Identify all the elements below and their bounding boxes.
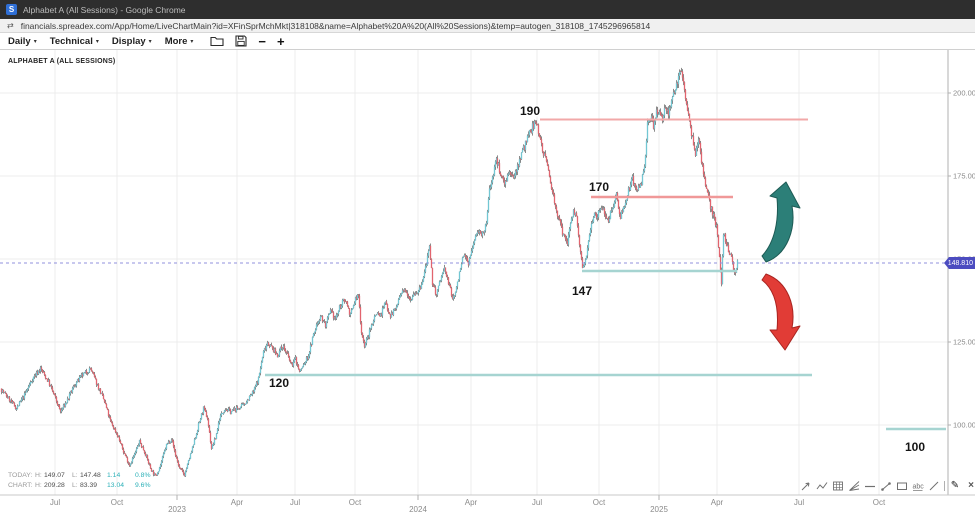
- x-axis-month-label: Apr: [231, 498, 244, 507]
- chart-stats: TODAY: H: 149.07 L: 147.48 1.14 0.8% CHA…: [8, 471, 151, 491]
- chart-change-pct: 9.6%: [135, 482, 151, 489]
- tool-pointer[interactable]: [800, 480, 812, 492]
- x-axis-month-label: Jul: [532, 498, 542, 507]
- level-label-halo: 100: [905, 440, 925, 454]
- zoom-out-button[interactable]: −: [258, 33, 266, 49]
- menu-daily[interactable]: Daily ▾: [8, 35, 37, 47]
- x-axis-month-label: Oct: [873, 498, 886, 507]
- trend-line-icon: [881, 482, 891, 491]
- x-axis-month-label: Jul: [794, 498, 804, 507]
- instrument-label: ALPHABET A (ALL SESSIONS): [8, 58, 116, 65]
- grid-icon: [833, 481, 843, 491]
- menu-display[interactable]: Display ▾: [111, 35, 152, 47]
- level-label-190: 190: [520, 104, 540, 118]
- level-label-halo: 147: [572, 284, 592, 298]
- chevron-down-icon: ▾: [148, 38, 152, 45]
- pointer-arrow-icon: [801, 482, 810, 491]
- polyline-icon: [816, 482, 828, 490]
- x-axis-month-label: Apr: [711, 498, 724, 507]
- today-change: 1.14: [107, 472, 121, 479]
- chart-change: 13.04: [107, 482, 125, 489]
- last-price-badge: 148.810: [944, 257, 975, 269]
- rectangle-icon: [897, 482, 907, 490]
- chevron-down-icon: ▾: [95, 38, 99, 45]
- app-mode-icon: ⇄: [7, 20, 14, 30]
- window-title: Alphabet A (All Sessions) - Google Chrom…: [23, 4, 186, 15]
- level-label-halo: 170: [589, 180, 609, 194]
- bounce-up-arrow[interactable]: [761, 181, 801, 263]
- x-axis-month-label: Apr: [465, 498, 478, 507]
- tool-rectangle[interactable]: [896, 480, 908, 492]
- level-label-halo: 190: [520, 104, 540, 118]
- menu-more[interactable]: More ▾: [164, 35, 194, 47]
- x-axis-year-label: 2025: [650, 505, 668, 514]
- toolbar-divider: [944, 481, 945, 491]
- chart-toolbar: Daily ▾ Technical ▾ Display ▾ More ▾: [0, 33, 975, 50]
- tool-horizontal-line[interactable]: [864, 480, 876, 492]
- url-text: financials.spreadex.com/App/Home/LiveCha…: [20, 20, 651, 31]
- svg-text:abc: abc: [913, 484, 925, 491]
- tool-pencil[interactable]: ✎: [950, 480, 960, 491]
- save-chart-button[interactable]: [235, 35, 247, 47]
- close-toolbar-button[interactable]: ×: [968, 480, 974, 491]
- chevron-down-icon: ▾: [33, 38, 37, 45]
- drawing-toolbar: abc ✎ ×: [800, 479, 975, 493]
- tool-text[interactable]: abc: [912, 480, 924, 492]
- text-abc-icon: abc: [913, 484, 925, 491]
- y-axis-label: 100.00: [953, 421, 975, 430]
- folder-open-icon: [210, 36, 224, 47]
- ray-line-icon: [929, 481, 939, 491]
- today-high: 149.07: [44, 472, 65, 479]
- breakdown-down-arrow[interactable]: [761, 273, 801, 351]
- horizontal-line-icon: [865, 485, 875, 488]
- tool-ray[interactable]: [928, 480, 940, 492]
- save-icon: [235, 35, 247, 47]
- x-axis-year-label: 2023: [168, 505, 186, 514]
- level-label-100: 100: [905, 440, 925, 454]
- spreadex-favicon-icon: S: [6, 4, 17, 15]
- x-axis-month-label: Oct: [593, 498, 606, 507]
- x-axis-month-label: Jul: [50, 498, 60, 507]
- title-bar: S Alphabet A (All Sessions) - Google Chr…: [0, 0, 975, 19]
- today-change-pct: 0.8%: [135, 472, 151, 479]
- tool-grid[interactable]: [832, 480, 844, 492]
- level-label-170: 170: [589, 180, 609, 194]
- chart-low: 83.39: [80, 482, 98, 489]
- y-axis-label: 175.00: [953, 172, 975, 181]
- chart-high: 209.28: [44, 482, 65, 489]
- candlesticks: [0, 67, 739, 478]
- x-axis-month-label: Oct: [349, 498, 362, 507]
- x-axis-month-label: Oct: [111, 498, 124, 507]
- axes: 200.00175.00150.00125.00100.00JulOct2023…: [0, 50, 975, 514]
- gridlines: [0, 50, 948, 495]
- stats-row-today: TODAY: H: 149.07 L: 147.48 1.14 0.8%: [8, 472, 151, 479]
- tool-trend-line[interactable]: [880, 480, 892, 492]
- y-axis-label: 200.00: [953, 89, 975, 98]
- level-label-147: 147: [572, 284, 592, 298]
- level-label-halo: 120: [269, 376, 289, 390]
- x-axis-month-label: Jul: [290, 498, 300, 507]
- zoom-in-button[interactable]: +: [277, 33, 285, 49]
- tool-polyline[interactable]: [816, 480, 828, 492]
- open-chart-button[interactable]: [210, 35, 224, 47]
- stats-row-chart: CHART: H: 209.28 L: 83.39 13.04 9.6%: [8, 482, 151, 489]
- chevron-down-icon: ▾: [190, 38, 194, 45]
- fan-lines-icon: [849, 481, 860, 491]
- url-bar: ⇄ financials.spreadex.com/App/Home/LiveC…: [0, 19, 975, 33]
- menu-technical[interactable]: Technical ▾: [49, 35, 99, 47]
- today-low: 147.48: [80, 472, 101, 479]
- level-label-120: 120: [269, 376, 289, 390]
- x-axis-year-label: 2024: [409, 505, 427, 514]
- y-axis-label: 125.00: [953, 338, 975, 347]
- tool-fan-lines[interactable]: [848, 480, 860, 492]
